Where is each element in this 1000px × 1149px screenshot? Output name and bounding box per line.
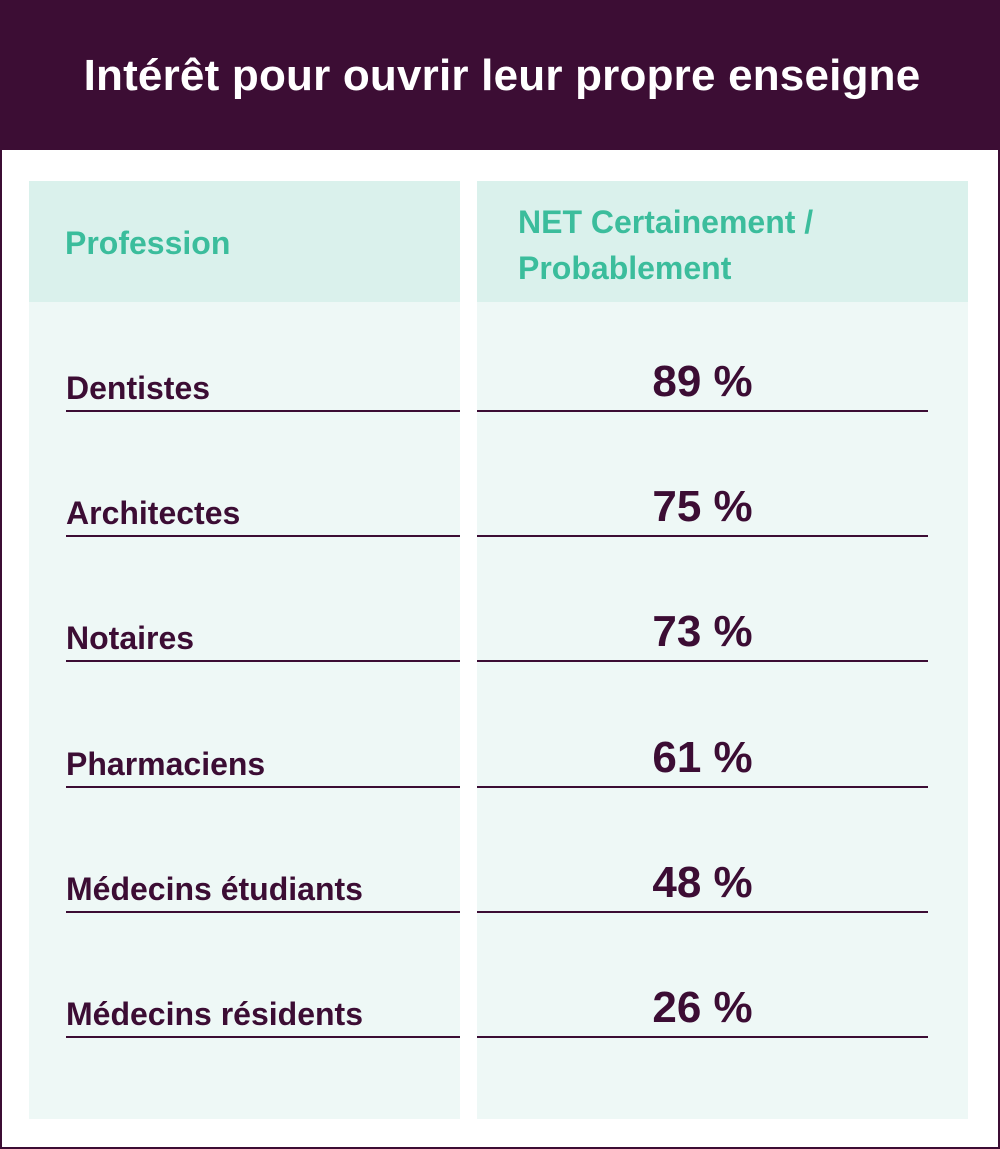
row-divider (66, 410, 460, 412)
row-divider (66, 660, 460, 662)
row-divider (477, 660, 928, 662)
profession-header-cell: Profession (29, 181, 460, 302)
row-value-label: 26 % (652, 983, 753, 1032)
row-divider (477, 535, 928, 537)
value-column-header: NET Certainement / Probablement (518, 204, 814, 286)
row-value-label: 61 % (652, 733, 753, 782)
row-profession-label: Dentistes (66, 370, 211, 406)
row-profession-label: Médecins résidents (66, 996, 363, 1032)
row-value-label: 48 % (652, 858, 753, 907)
row-profession-label: Médecins étudiants (66, 871, 363, 907)
row-divider (66, 911, 460, 913)
value-column: NET Certainement / Probablement (477, 181, 968, 1119)
profession-column: Profession (29, 181, 460, 1119)
row-value-label: 89 % (652, 357, 753, 406)
row-divider (66, 786, 460, 788)
row-divider (477, 786, 928, 788)
row-divider (477, 911, 928, 913)
row-divider (477, 410, 928, 412)
row-divider (66, 1036, 460, 1038)
row-divider (477, 1036, 928, 1038)
row-profession-label: Architectes (66, 495, 241, 531)
row-divider (66, 535, 460, 537)
title-bar: Intérêt pour ouvrir leur propre enseigne (2, 2, 1000, 150)
chart-title: Intérêt pour ouvrir leur propre enseigne (83, 51, 921, 100)
value-header-cell: NET Certainement / Probablement (477, 181, 968, 302)
row-value-label: 75 % (652, 482, 753, 531)
row-profession-label: Notaires (66, 620, 195, 656)
row-value-label: 73 % (652, 607, 753, 656)
profession-column-header: Profession (65, 225, 231, 261)
row-profession-label: Pharmaciens (66, 746, 266, 782)
